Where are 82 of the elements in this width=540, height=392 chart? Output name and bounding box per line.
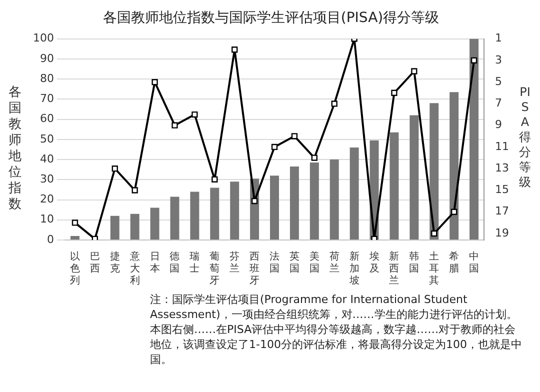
x-tick-label: 日本	[150, 252, 160, 275]
y2-tick-label: 13	[495, 161, 510, 174]
x-tick-label: 法国	[270, 250, 280, 275]
y-tick-label: 60	[40, 112, 54, 126]
y2-tick-label: 1	[495, 32, 502, 45]
x-tick-label: 中国	[469, 250, 480, 275]
point	[391, 90, 398, 96]
bar	[410, 115, 419, 240]
x-tick-label: 韩国	[409, 250, 420, 275]
x-tick-label: 荷兰	[329, 250, 340, 275]
point	[152, 78, 158, 86]
point	[132, 187, 138, 194]
y2-tick-label: 7	[495, 96, 502, 110]
y2-tick-label: 5	[495, 74, 502, 88]
y-tick-label: 80	[40, 72, 54, 85]
x-tick-label: 德国	[170, 252, 180, 275]
point	[232, 46, 238, 53]
y2-tick-label: 15	[495, 183, 510, 196]
bar	[270, 176, 279, 240]
y-tick-label: 50	[40, 132, 54, 146]
x-tick-label: 芬兰	[230, 250, 240, 275]
text: 注：国际学生评估项目(Programme for International Student Assessment)，一项由经合组织统筹，对……学生的能力进行评估的计划。本图右侧……在PISA评估中平均得分等级越高，数字越……对于教师的社会地位，该调查设定了1-100分的评估标准，将最高得分设定为100，也就是中国。	[150, 292, 523, 367]
y-tick-label: 100	[32, 32, 54, 45]
point	[470, 57, 478, 64]
point	[451, 208, 458, 215]
bar	[430, 103, 439, 240]
x-tick-label: 以色列	[70, 250, 80, 287]
bar	[390, 132, 399, 240]
point	[172, 122, 178, 128]
point	[192, 111, 198, 118]
bar	[210, 188, 220, 240]
point	[331, 100, 338, 107]
bar	[310, 162, 319, 240]
y2-tick-label: 17	[495, 204, 510, 218]
y-tick-label: 40	[40, 152, 54, 166]
x-tick-label: 美国	[309, 250, 320, 275]
point	[212, 176, 218, 182]
y2-tick-label: 19	[495, 226, 510, 240]
bar	[350, 147, 359, 240]
x-tick-label: 巴西	[90, 252, 100, 275]
chart-title: 各国教师地位指数与国际学生评估项目(PISA)得分等级	[102, 10, 440, 26]
bar	[130, 214, 140, 240]
x-tick-label: 埃及	[368, 250, 380, 275]
bar	[450, 92, 459, 240]
point	[431, 230, 438, 237]
point	[112, 166, 118, 172]
x-tick-label: 英国	[289, 250, 300, 275]
x-tick-label: 希腊	[449, 250, 460, 275]
point	[72, 220, 78, 226]
y-tick-label: 90	[40, 52, 54, 65]
bar	[290, 166, 299, 240]
point	[291, 133, 298, 140]
y-tick-label: 10	[40, 212, 54, 226]
y2-tick-label: 9	[495, 118, 502, 132]
point	[251, 198, 258, 204]
bar	[110, 216, 120, 240]
x-tick-label: 西班牙	[250, 252, 260, 287]
bar	[230, 182, 240, 240]
point	[271, 144, 278, 150]
x-tick-label: 捷克	[110, 250, 120, 275]
y2-axis-title: PISA得分等级	[518, 85, 532, 190]
bar	[330, 160, 339, 240]
x-tick-label: 意大利	[128, 250, 140, 287]
x-tick-label: 瑞士	[190, 250, 200, 275]
point	[411, 68, 418, 74]
y-axis-title: 各国教师地位指数	[8, 85, 22, 213]
bar	[190, 192, 200, 240]
bar	[70, 236, 80, 240]
y-tick-label: 70	[40, 92, 54, 106]
bar	[470, 38, 479, 240]
point	[311, 154, 318, 161]
y-tick-label: 30	[40, 172, 54, 186]
x-tick-label: 葡萄牙	[210, 250, 220, 287]
bar	[170, 196, 180, 240]
x-tick-label: 新西兰	[389, 250, 400, 287]
y-tick-label: 0	[46, 232, 54, 246]
bar	[150, 208, 160, 240]
x-tick-label: 土耳其	[429, 250, 440, 287]
y2-tick-label: 3	[495, 53, 502, 66]
x-tick-label: 新加坡	[348, 250, 360, 287]
y2-tick-label: 11	[495, 140, 510, 153]
y-tick-label: 20	[40, 192, 54, 206]
